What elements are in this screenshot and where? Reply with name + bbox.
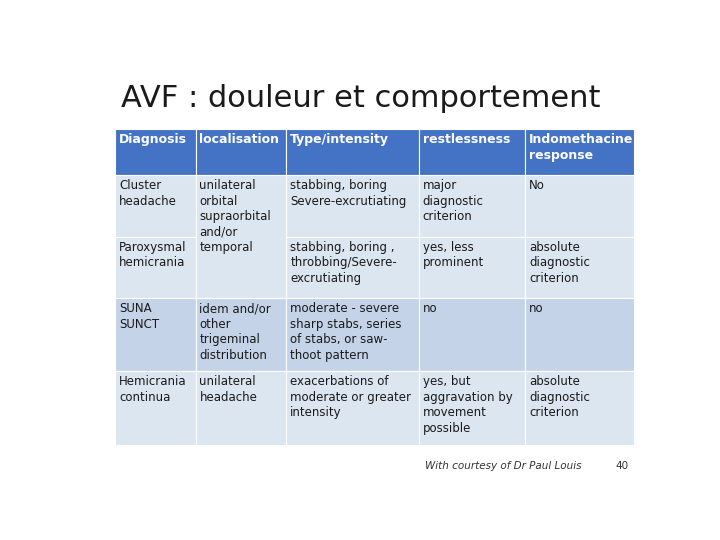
- Text: Paroxysmal
hemicrania: Paroxysmal hemicrania: [119, 241, 186, 269]
- Text: Cluster
headache: Cluster headache: [119, 179, 177, 208]
- Bar: [287, 371, 419, 446]
- Text: no: no: [423, 302, 437, 315]
- Bar: [287, 237, 419, 298]
- Bar: [196, 371, 287, 446]
- Text: exacerbations of
moderate or greater
intensity: exacerbations of moderate or greater int…: [290, 375, 411, 419]
- Text: stabbing, boring ,
throbbing/Severe-
excrutiating: stabbing, boring , throbbing/Severe- exc…: [290, 241, 397, 285]
- Bar: [196, 129, 287, 175]
- Text: Type/intensity: Type/intensity: [290, 133, 390, 146]
- Text: major
diagnostic
criterion: major diagnostic criterion: [423, 179, 483, 223]
- Bar: [525, 371, 634, 446]
- Bar: [196, 298, 287, 371]
- Bar: [287, 129, 419, 175]
- Bar: [419, 129, 525, 175]
- Text: stabbing, boring
Severe-excrutiating: stabbing, boring Severe-excrutiating: [290, 179, 407, 208]
- Text: Hemicrania
continua: Hemicrania continua: [119, 375, 186, 404]
- Bar: [115, 129, 196, 175]
- Text: moderate - severe
sharp stabs, series
of stabs, or saw-
thoot pattern: moderate - severe sharp stabs, series of…: [290, 302, 402, 362]
- Text: Indomethacine
response: Indomethacine response: [529, 133, 634, 162]
- Text: no: no: [529, 302, 544, 315]
- Bar: [525, 175, 634, 237]
- Bar: [525, 298, 634, 371]
- Bar: [287, 298, 419, 371]
- Bar: [419, 371, 525, 446]
- Text: restlessness: restlessness: [423, 133, 510, 146]
- Text: localisation: localisation: [199, 133, 279, 146]
- Bar: [525, 129, 634, 175]
- Text: unilateral
headache: unilateral headache: [199, 375, 257, 404]
- Bar: [419, 175, 525, 237]
- Text: unilateral
orbital
supraorbital
and/or
temporal: unilateral orbital supraorbital and/or t…: [199, 179, 271, 254]
- Bar: [115, 298, 196, 371]
- Bar: [525, 237, 634, 298]
- Bar: [115, 237, 196, 298]
- Text: Diagnosis: Diagnosis: [119, 133, 187, 146]
- Text: SUNA
SUNCT: SUNA SUNCT: [119, 302, 159, 331]
- Bar: [115, 371, 196, 446]
- Text: absolute
diagnostic
criterion: absolute diagnostic criterion: [529, 241, 590, 285]
- Text: With courtesy of Dr Paul Louis: With courtesy of Dr Paul Louis: [425, 462, 581, 471]
- Bar: [419, 237, 525, 298]
- Bar: [419, 298, 525, 371]
- Bar: [196, 175, 287, 298]
- Bar: [287, 175, 419, 237]
- Bar: [115, 175, 196, 237]
- Text: yes, but
aggravation by
movement
possible: yes, but aggravation by movement possibl…: [423, 375, 513, 435]
- Text: absolute
diagnostic
criterion: absolute diagnostic criterion: [529, 375, 590, 419]
- Text: No: No: [529, 179, 545, 192]
- Text: 40: 40: [616, 462, 629, 471]
- Text: yes, less
prominent: yes, less prominent: [423, 241, 484, 269]
- Text: AVF : douleur et comportement: AVF : douleur et comportement: [121, 84, 600, 112]
- Text: idem and/or
other
trigeminal
distribution: idem and/or other trigeminal distributio…: [199, 302, 271, 362]
